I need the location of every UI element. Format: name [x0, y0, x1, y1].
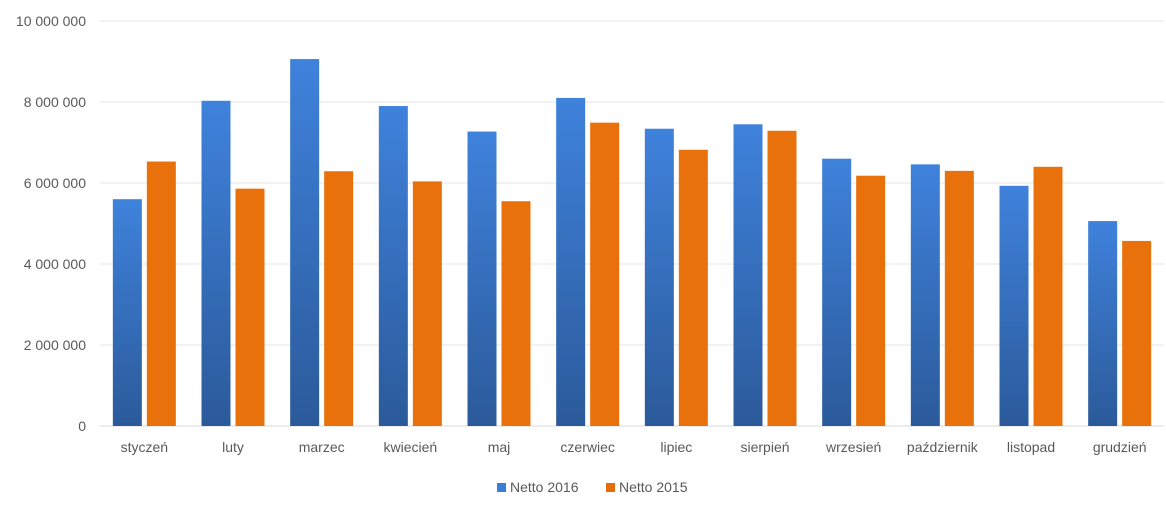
- y-tick-label: 10 000 000: [16, 13, 86, 29]
- x-tick-label: grudzień: [1093, 439, 1147, 455]
- bar-series-1-10: [999, 185, 1029, 426]
- bar-series-1-3: [378, 106, 408, 427]
- bar-series-1-11: [1088, 221, 1118, 426]
- y-tick-label: 4 000 000: [24, 256, 86, 272]
- bar-series-1-9: [910, 164, 940, 426]
- y-tick-label: 0: [78, 418, 86, 434]
- gridlines: [100, 20, 1164, 427]
- bar-series-2-0: [146, 161, 176, 426]
- y-tick-label: 2 000 000: [24, 337, 86, 353]
- legend-swatch: [606, 483, 615, 492]
- x-tick-label: luty: [222, 439, 244, 455]
- bars: [112, 59, 1152, 427]
- bar-series-2-6: [678, 149, 708, 427]
- y-axis-tick-labels: 0 2 000 000 4 000 000 6 000 000 8 000 000 10 …: [16, 13, 86, 434]
- bar-series-2-1: [235, 188, 265, 426]
- bar-series-2-4: [501, 201, 531, 426]
- bar-series-1-8: [822, 158, 852, 426]
- x-tick-label: styczeń: [121, 439, 168, 455]
- bar-series-1-1: [201, 100, 231, 426]
- bar-series-2-11: [1122, 240, 1152, 426]
- bar-series-1-5: [556, 97, 586, 426]
- x-tick-label: kwiecień: [383, 439, 437, 455]
- bar-series-2-5: [590, 122, 620, 426]
- legend: Netto 2016 Netto 2015: [497, 479, 688, 495]
- x-axis-tick-labels: styczeń luty marzec kwiecień maj czerwiec lipi…: [121, 439, 1147, 455]
- x-tick-label: sierpień: [740, 439, 789, 455]
- x-tick-label: listopad: [1007, 439, 1055, 455]
- bar-series-1-0: [112, 199, 142, 426]
- y-tick-label: 6 000 000: [24, 175, 86, 191]
- bar-series-2-3: [412, 181, 442, 426]
- bar-series-2-10: [1033, 166, 1063, 427]
- bar-series-1-6: [644, 128, 674, 427]
- x-tick-label: wrzesień: [825, 439, 881, 455]
- bar-series-2-8: [856, 175, 886, 426]
- y-tick-label: 8 000 000: [24, 94, 86, 110]
- x-tick-label: marzec: [299, 439, 345, 455]
- bar-series-2-9: [944, 170, 974, 426]
- x-tick-label: lipiec: [660, 439, 692, 455]
- legend-label: Netto 2015: [619, 479, 688, 495]
- legend-label: Netto 2016: [510, 479, 579, 495]
- x-tick-label: czerwiec: [560, 439, 614, 455]
- legend-swatch: [497, 483, 506, 492]
- bar-series-1-7: [733, 124, 763, 427]
- x-tick-label: maj: [488, 439, 511, 455]
- x-tick-label: październik: [907, 439, 979, 455]
- bar-series-2-7: [767, 130, 797, 426]
- bar-series-1-4: [467, 131, 497, 426]
- bar-series-1-2: [290, 59, 320, 426]
- bar-series-2-2: [324, 171, 354, 426]
